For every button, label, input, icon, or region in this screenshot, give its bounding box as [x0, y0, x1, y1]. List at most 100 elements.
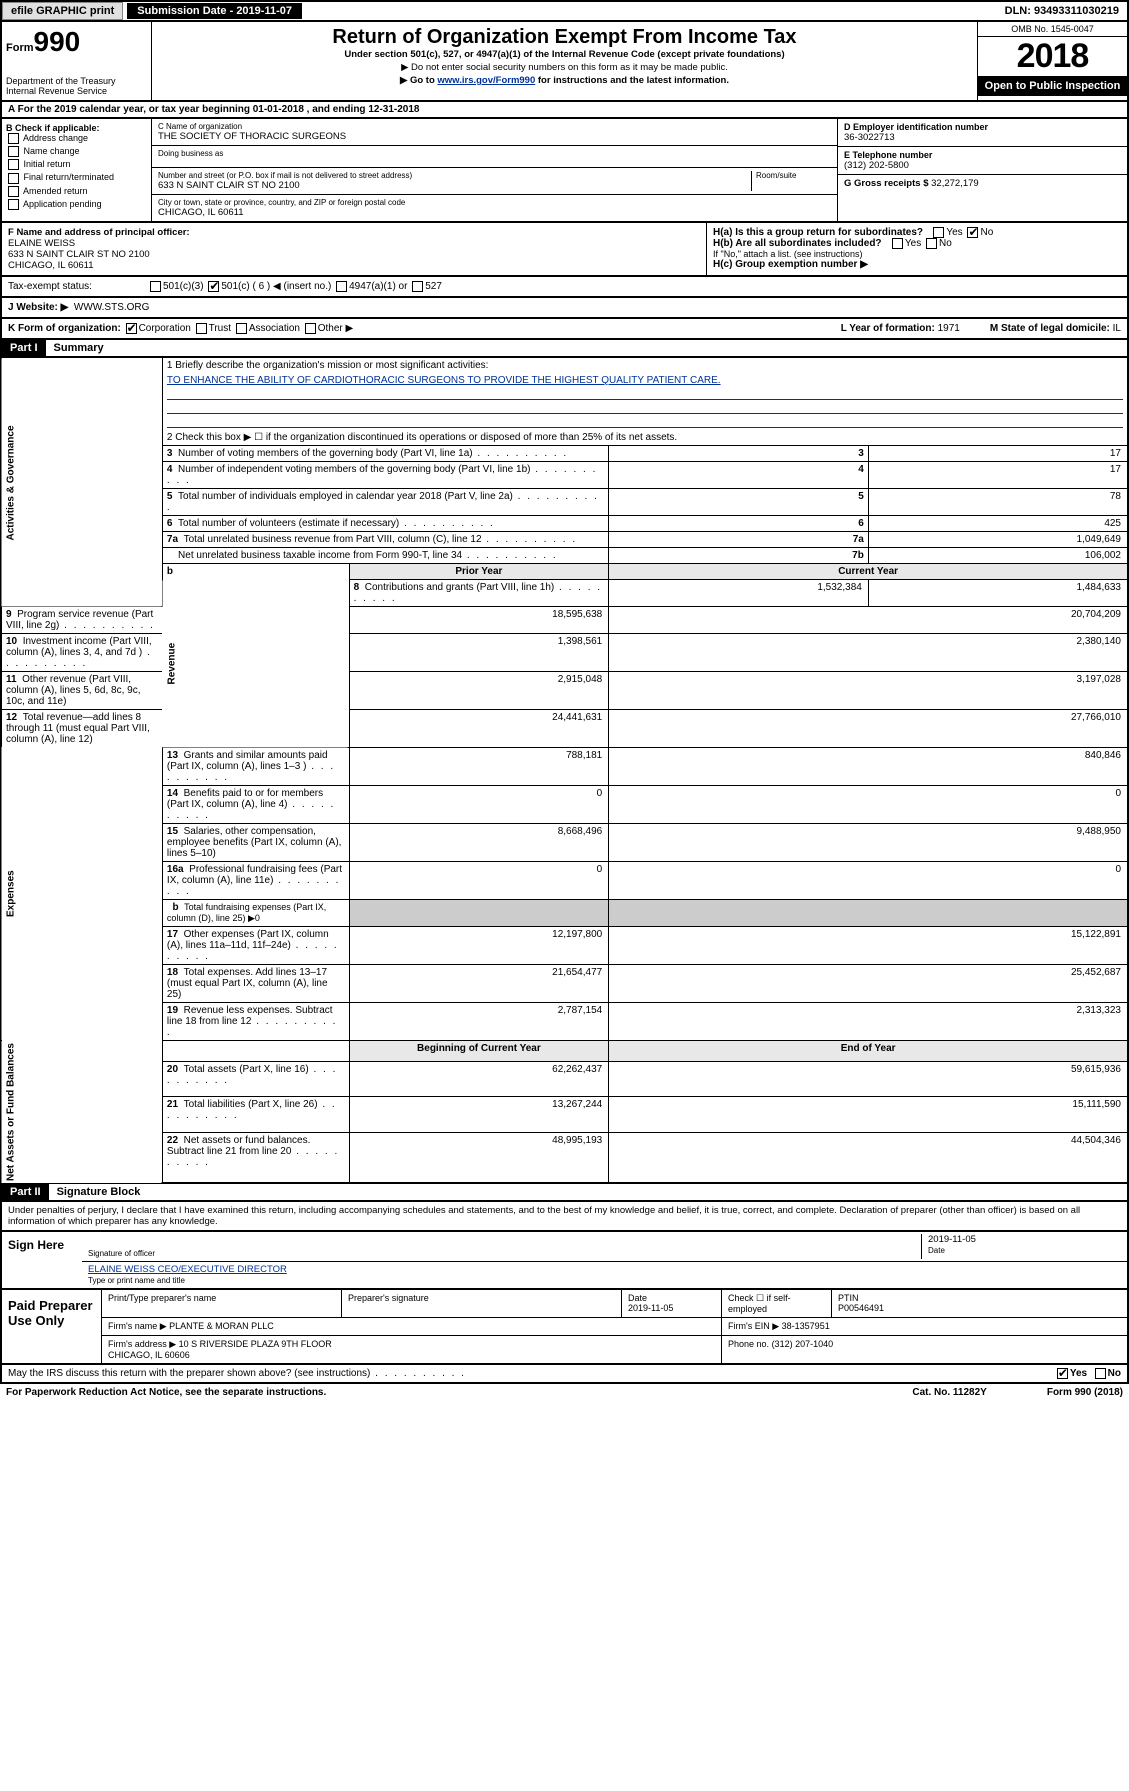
street-address: 633 N SAINT CLAIR ST NO 2100 — [158, 180, 300, 191]
dept-treasury: Department of the Treasury Internal Reve… — [6, 76, 147, 96]
ptin-label: PTIN — [838, 1293, 859, 1303]
chk-final[interactable] — [8, 173, 19, 184]
ein-label: D Employer identification number — [844, 122, 1121, 132]
m-label: M State of legal domicile: — [990, 323, 1110, 334]
year-block: OMB No. 1545-0047 2018 Open to Public In… — [977, 22, 1127, 100]
col-right: D Employer identification number36-30227… — [837, 119, 1127, 221]
sig-date-label: Date — [928, 1246, 945, 1255]
sign-block: Sign Here Signature of officer2019-11-05… — [0, 1232, 1129, 1290]
form-footer: Form 990 (2018) — [1047, 1387, 1123, 1398]
chk-4947[interactable] — [336, 281, 347, 292]
part1-badge: Part I — [2, 340, 46, 356]
sign-here-label: Sign Here — [2, 1232, 82, 1288]
form-header: Form990 Department of the Treasury Inter… — [0, 22, 1129, 102]
sig-name: ELAINE WEISS CEO/EXECUTIVE DIRECTOR — [88, 1264, 287, 1275]
discuss-row: May the IRS discuss this return with the… — [0, 1365, 1129, 1384]
q2: 2 Check this box ▶ ☐ if the organization… — [162, 430, 1128, 446]
m-value: IL — [1113, 323, 1121, 334]
officer-addr: 633 N SAINT CLAIR ST NO 2100 CHICAGO, IL… — [8, 249, 700, 271]
form-title-block: Return of Organization Exempt From Incom… — [152, 22, 977, 100]
officer-label: F Name and address of principal officer: — [8, 227, 190, 238]
prep-name-label: Print/Type preparer's name — [102, 1290, 342, 1317]
prep-date: 2019-11-05 — [628, 1303, 673, 1313]
chk-pending[interactable] — [8, 199, 19, 210]
line-a: A For the 2019 calendar year, or tax yea… — [0, 102, 1129, 119]
dln: DLN: 93493311030219 — [997, 3, 1127, 19]
goto-note: ▶ Go to www.irs.gov/Form990 for instruct… — [156, 75, 973, 86]
col-b-header: B Check if applicable: — [6, 123, 100, 133]
gross-label: G Gross receipts $ — [844, 178, 928, 189]
chk-501c[interactable] — [208, 281, 219, 292]
chk-address[interactable] — [8, 133, 19, 144]
hb-yes[interactable] — [892, 238, 903, 249]
chk-corp[interactable] — [126, 323, 137, 334]
city-label: City or town, state or province, country… — [158, 198, 831, 207]
irs-link[interactable]: www.irs.gov/Form990 — [437, 75, 535, 86]
hb-no[interactable] — [926, 238, 937, 249]
k-label: K Form of organization: — [8, 323, 121, 334]
paid-preparer-block: Paid Preparer Use Only Print/Type prepar… — [0, 1290, 1129, 1365]
side-expenses: Expenses — [1, 747, 162, 1040]
ha-label: H(a) Is this a group return for subordin… — [713, 227, 923, 238]
prep-sig-label: Preparer's signature — [342, 1290, 622, 1317]
summary-table: Activities & Governance 1 Briefly descri… — [0, 358, 1129, 1184]
chk-other[interactable] — [305, 323, 316, 334]
addr-label: Number and street (or P.O. box if mail i… — [158, 171, 751, 180]
ha-no[interactable] — [967, 227, 978, 238]
firm-addr-label: Firm's address ▶ — [108, 1339, 176, 1349]
side-net: Net Assets or Fund Balances — [1, 1040, 162, 1183]
ha-yes[interactable] — [933, 227, 944, 238]
ein-value: 36-3022713 — [844, 132, 1121, 143]
chk-527[interactable] — [412, 281, 423, 292]
hc-label: H(c) Group exemption number ▶ — [713, 259, 868, 270]
part2-header: Part II Signature Block — [0, 1184, 1129, 1202]
part2-badge: Part II — [2, 1184, 49, 1200]
curr-year-hdr: Current Year — [609, 564, 1128, 580]
info-block: B Check if applicable: Address change Na… — [0, 119, 1129, 223]
chk-assoc[interactable] — [236, 323, 247, 334]
discuss-yes[interactable] — [1057, 1368, 1068, 1379]
org-name-label: C Name of organization — [158, 122, 831, 131]
form-prefix: Form — [6, 42, 34, 54]
website-value: WWW.STS.ORG — [74, 302, 150, 313]
chk-501c3[interactable] — [150, 281, 161, 292]
cat-no: Cat. No. 11282Y — [912, 1387, 986, 1398]
discuss-text: May the IRS discuss this return with the… — [8, 1368, 466, 1379]
perjury-text: Under penalties of perjury, I declare th… — [0, 1202, 1129, 1232]
chk-amended[interactable] — [8, 186, 19, 197]
hb-note: If "No," attach a list. (see instruction… — [713, 249, 1121, 259]
row-fgh: F Name and address of principal officer:… — [0, 223, 1129, 277]
ssn-note: ▶ Do not enter social security numbers o… — [156, 62, 973, 73]
phone-value: (312) 202-5800 — [844, 160, 1121, 171]
gross-value: 32,272,179 — [931, 178, 979, 189]
mission-text: TO ENHANCE THE ABILITY OF CARDIOTHORACIC… — [167, 375, 721, 386]
sec-h: H(a) Is this a group return for subordin… — [707, 223, 1127, 275]
col-b-checkboxes: B Check if applicable: Address change Na… — [2, 119, 152, 221]
firm-name: PLANTE & MORAN PLLC — [169, 1321, 274, 1331]
pra-note: For Paperwork Reduction Act Notice, see … — [6, 1387, 326, 1398]
chk-name[interactable] — [8, 146, 19, 157]
chk-trust[interactable] — [196, 323, 207, 334]
paid-header: Paid Preparer Use Only — [2, 1290, 102, 1363]
form-number: 990 — [34, 26, 81, 57]
form-title: Return of Organization Exempt From Incom… — [156, 26, 973, 49]
city-state-zip: CHICAGO, IL 60611 — [158, 207, 244, 218]
form-id-block: Form990 Department of the Treasury Inter… — [2, 22, 152, 100]
hb-label: H(b) Are all subordinates included? — [713, 238, 882, 249]
officer-name: ELAINE WEISS — [8, 238, 700, 249]
self-emp-label: Check ☐ if self-employed — [722, 1290, 832, 1317]
l-value: 1971 — [938, 323, 960, 334]
tax-status-row: Tax-exempt status: 501(c)(3) 501(c) ( 6 … — [0, 277, 1129, 298]
dba-label: Doing business as — [158, 149, 831, 158]
l-label: L Year of formation: — [841, 323, 935, 334]
part2-title: Signature Block — [49, 1184, 149, 1200]
room-label: Room/suite — [756, 171, 831, 180]
discuss-no[interactable] — [1095, 1368, 1106, 1379]
phone-label: E Telephone number — [844, 150, 1121, 160]
efile-print-btn[interactable]: efile GRAPHIC print — [2, 2, 123, 20]
sig-officer-label: Signature of officer — [88, 1249, 155, 1258]
submission-date-label: Submission Date - 2019-11-07 — [127, 3, 302, 19]
tax-year: 2018 — [978, 37, 1127, 76]
website-label: J Website: ▶ — [8, 302, 68, 313]
chk-initial[interactable] — [8, 159, 19, 170]
